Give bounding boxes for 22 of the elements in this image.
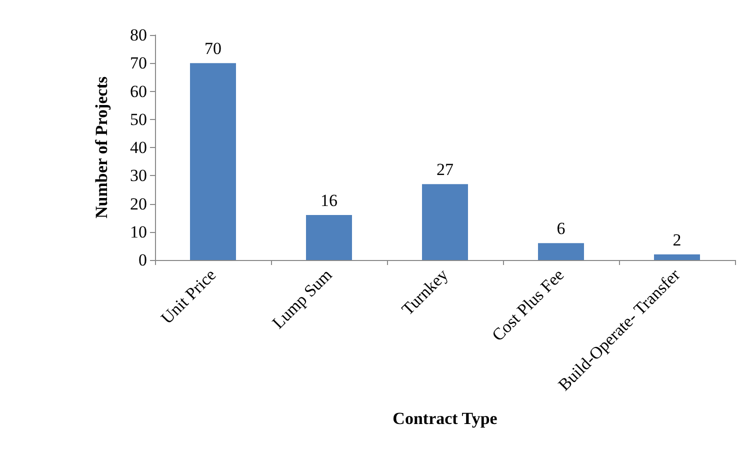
- y-tick-label: 40: [130, 138, 147, 157]
- y-tick-label: 20: [130, 194, 147, 214]
- data-label: 70: [204, 39, 222, 58]
- bar: [538, 243, 584, 260]
- x-tick-label: Cost Plus Fee: [488, 265, 568, 345]
- y-tick-label: 10: [130, 222, 147, 242]
- data-label: 16: [320, 191, 338, 210]
- y-tick-label: 60: [130, 82, 147, 101]
- y-axis-title: Number of Projects: [92, 76, 111, 218]
- y-tick-label: 50: [130, 110, 147, 129]
- y-tick-label: 70: [130, 54, 147, 73]
- data-label: 27: [436, 160, 454, 180]
- data-label: 6: [556, 219, 566, 238]
- y-tick-label: 30: [130, 166, 147, 186]
- bar: [654, 254, 700, 260]
- x-axis-title: Contract Type: [392, 409, 498, 428]
- y-tick-label: 80: [130, 26, 147, 44]
- bar: [306, 215, 352, 260]
- bar: [422, 184, 468, 260]
- y-tick-label: 0: [138, 250, 147, 270]
- data-label: 2: [672, 230, 682, 250]
- bar: [190, 63, 236, 260]
